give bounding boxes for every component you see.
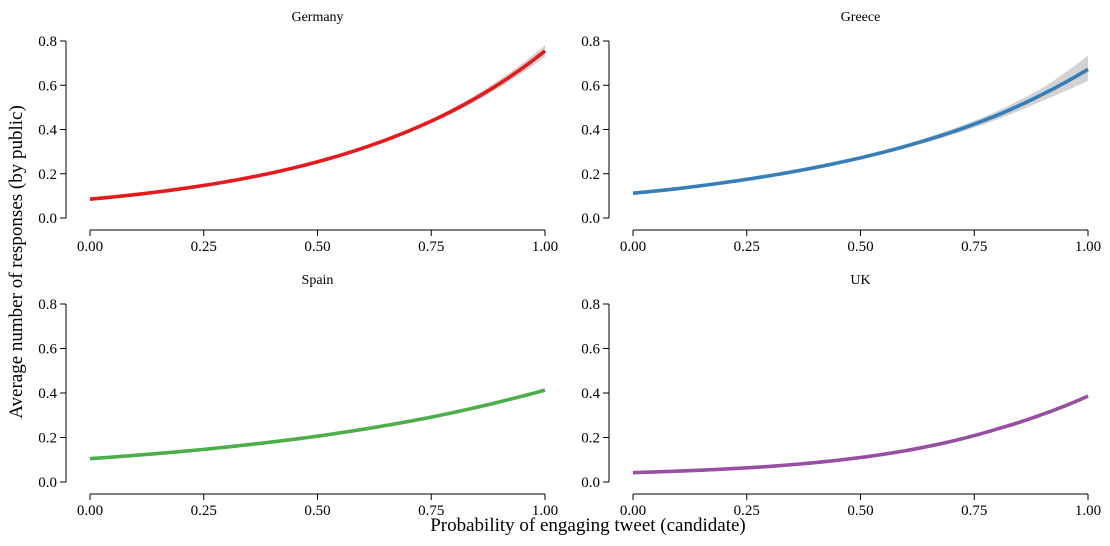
x-tick-label-uk: 1.00	[1075, 503, 1101, 519]
series-line-spain	[89, 388, 546, 461]
y-tick-label-uk: 0.8	[581, 297, 600, 313]
x-tick-label-uk: 0.50	[847, 503, 873, 519]
panel-title-uk: UK	[850, 273, 870, 288]
y-tick-label-greece: 0.6	[581, 78, 600, 94]
x-tick-label-spain: 0.25	[191, 503, 217, 519]
confidence-band-spain	[90, 388, 545, 460]
y-tick-label-spain: 0.6	[38, 342, 57, 358]
panel-greece: Greece 0.0 0.2 0.4 0.6 0.8 0.00 0.25 0.50 0.75 1.0…	[581, 10, 1101, 255]
x-tick-label-uk: 0.25	[734, 503, 760, 519]
x-tick-label-germany: 0.25	[191, 239, 217, 255]
y-tick-label-spain: 0.0	[38, 475, 57, 491]
y-tick-label-germany: 0.6	[38, 78, 57, 94]
x-tick-label-germany: 0.00	[77, 239, 103, 255]
y-tick-label-spain: 0.8	[38, 297, 57, 313]
y-tick-label-uk: 0.0	[581, 475, 600, 491]
y-tick-label-germany: 0.2	[38, 167, 57, 183]
panel-germany: Germany 0.0 0.2 0.4 0.6 0.8 0.00 0.25 0.50 0.75 1.…	[38, 10, 558, 255]
x-tick-label-greece: 0.50	[847, 239, 873, 255]
series-line-germany	[89, 49, 547, 201]
y-tick-label-spain: 0.4	[38, 386, 57, 402]
y-tick-label-germany: 0.4	[38, 123, 57, 139]
panel-title-germany: Germany	[291, 10, 343, 25]
panel-title-spain: Spain	[302, 273, 334, 288]
x-tick-label-uk: 0.75	[961, 503, 987, 519]
y-tick-label-greece: 0.4	[581, 123, 600, 139]
panel-title-greece: Greece	[841, 10, 881, 25]
confidence-band-germany	[90, 44, 545, 200]
x-tick-label-greece: 1.00	[1075, 239, 1101, 255]
y-tick-label-uk: 0.4	[581, 386, 600, 402]
y-tick-label-greece: 0.0	[581, 211, 600, 227]
x-tick-label-germany: 1.00	[532, 239, 558, 255]
x-tick-label-spain: 1.00	[532, 503, 558, 519]
confidence-band-greece	[633, 55, 1088, 195]
x-tick-label-germany: 0.75	[418, 239, 444, 255]
confidence-band-uk	[633, 394, 1088, 474]
x-tick-label-spain: 0.00	[77, 503, 103, 519]
x-tick-label-spain: 0.75	[418, 503, 444, 519]
series-line-greece	[632, 67, 1089, 196]
x-tick-label-greece: 0.00	[620, 239, 646, 255]
y-tick-label-spain: 0.2	[38, 431, 57, 447]
panel-spain: Spain 0.0 0.2 0.4 0.6 0.8 0.00 0.25 0.50 0.75 1.00	[38, 273, 558, 519]
y-tick-label-germany: 0.8	[38, 34, 57, 50]
x-tick-label-spain: 0.50	[304, 503, 330, 519]
x-tick-label-uk: 0.00	[620, 503, 646, 519]
y-axis-title: Average number of responses (by public)	[6, 105, 27, 419]
x-tick-label-greece: 0.75	[961, 239, 987, 255]
x-tick-label-germany: 0.50	[304, 239, 330, 255]
y-tick-label-uk: 0.6	[581, 342, 600, 358]
y-tick-label-greece: 0.2	[581, 167, 600, 183]
y-tick-label-uk: 0.2	[581, 431, 600, 447]
x-axis-title: Probability of engaging tweet (candidate…	[430, 515, 746, 536]
y-tick-label-germany: 0.0	[38, 211, 57, 227]
series-line-uk	[632, 394, 1089, 475]
y-tick-label-greece: 0.8	[581, 34, 600, 50]
x-tick-label-greece: 0.25	[734, 239, 760, 255]
panel-uk: UK 0.0 0.2 0.4 0.6 0.8 0.00 0.25 0.50 0.75 1.00	[581, 273, 1101, 519]
